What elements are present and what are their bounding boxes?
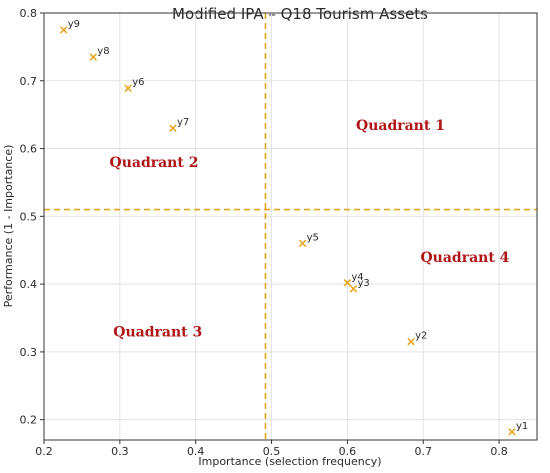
x-tick-label: 0.3 (111, 445, 129, 458)
point-label: y1 (516, 421, 528, 432)
quadrant-label: Quadrant 2 (110, 155, 199, 171)
x-axis-label: Importance (selection frequency) (198, 455, 381, 468)
data-point-y1: y1 (508, 421, 528, 436)
x-tick-label: 0.7 (414, 445, 432, 458)
x-axis-ticks: 0.2 0.3 0.4 0.5 0.6 0.7 0.8 (35, 440, 508, 458)
grid-lines (43, 12, 537, 440)
data-point-y8: y8 (89, 46, 110, 61)
y-tick-label: 0.4 (20, 278, 38, 291)
x-tick-label: 0.5 (263, 445, 281, 458)
data-point-y3: y3 (349, 278, 370, 293)
plot-frame (43, 12, 538, 441)
point-marker-stroke (124, 84, 132, 92)
x-tick-label: 0.4 (187, 445, 205, 458)
y-tick-label: 0.2 (20, 414, 38, 427)
data-point-y7: y7 (169, 117, 189, 132)
point-marker-stroke (508, 428, 516, 436)
data-point-y9: y9 (59, 19, 80, 34)
data-point-y5: y5 (298, 232, 319, 248)
point-label: y6 (132, 77, 144, 88)
y-axis-label: Performance (1 - Importance) (2, 145, 15, 308)
point-marker-stroke (349, 285, 358, 293)
quadrant-label: Quadrant 1 (356, 118, 445, 134)
x-tick-label: 0.6 (339, 445, 357, 458)
point-marker-stroke (343, 279, 352, 287)
y-tick-label: 0.7 (20, 75, 38, 88)
y-tick-label: 0.8 (20, 7, 38, 20)
y-tick-label: 0.5 (20, 210, 38, 223)
quadrant-label: Quadrant 4 (420, 250, 509, 266)
y-axis-ticks: 0.2 0.3 0.4 0.5 0.6 0.7 0.8 (20, 7, 44, 427)
data-point-y2: y2 (407, 331, 427, 346)
y-tick-label: 0.3 (20, 346, 38, 359)
point-label: y2 (415, 331, 427, 342)
point-marker-stroke (407, 337, 415, 346)
chart-title: Modified IPA – Q18 Tourism Assets (172, 5, 428, 23)
point-label: y9 (68, 19, 80, 30)
point-label: y4 (351, 272, 363, 283)
point-label: y7 (177, 117, 189, 128)
data-point-y6: y6 (124, 77, 144, 92)
point-marker-stroke (59, 26, 68, 34)
quadrant-labels: Quadrant 1 Quadrant 2 Quadrant 3 Quadrant 4 (110, 118, 510, 341)
data-point-y4: y4 (343, 272, 364, 287)
threshold-lines (44, 13, 537, 440)
point-marker-stroke (169, 124, 177, 132)
point-label: y8 (97, 46, 109, 57)
point-marker-stroke (298, 239, 307, 248)
x-tick-label: 0.8 (490, 445, 508, 458)
y-tick-label: 0.6 (20, 143, 38, 156)
point-label: y5 (307, 232, 319, 243)
point-label: y3 (357, 278, 369, 289)
point-marker-stroke (89, 53, 98, 61)
quadrant-label: Quadrant 3 (113, 325, 202, 341)
x-tick-label: 0.2 (35, 445, 53, 458)
